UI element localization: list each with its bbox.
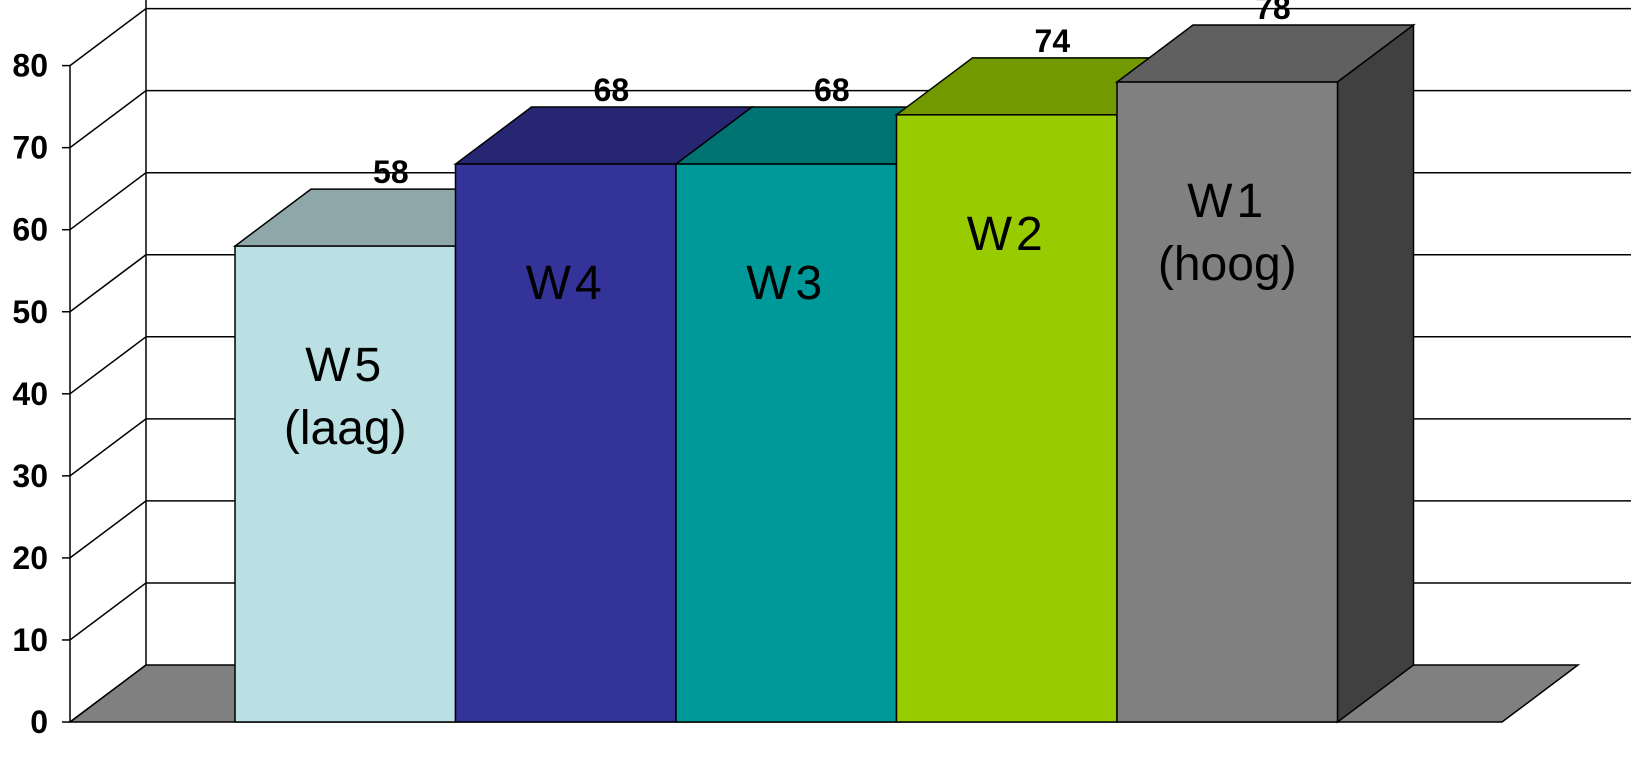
y-tick-label: 60 (12, 212, 48, 248)
side-gridline (69, 336, 147, 395)
value-label: 58 (373, 154, 409, 190)
labels: 58 W5 (laag) 68 W4 68 W3 74 W2 78 W1 (hoog) (284, 0, 1297, 455)
value-label: 74 (1035, 23, 1071, 59)
bar (894, 57, 1196, 723)
bar-front (234, 245, 457, 723)
bar-front (454, 163, 677, 723)
bars (232, 23, 1416, 724)
y-tick-label: 0 (30, 704, 48, 740)
y-tick-label: 80 (12, 48, 48, 84)
bar-label: W3 (746, 257, 826, 310)
y-tick-label: 50 (12, 294, 48, 330)
value-label: 68 (594, 72, 630, 108)
y-tick-label: 30 (12, 458, 48, 494)
y-tick-label: 40 (12, 376, 48, 412)
bar (1114, 23, 1416, 724)
y-tick-label: 20 (12, 540, 48, 576)
side-gridline (69, 254, 147, 313)
side-gridline (69, 500, 147, 559)
side-gridline (69, 664, 147, 723)
value-label: 78 (1255, 0, 1291, 26)
bar-side (1336, 23, 1415, 724)
bar-label: (laag) (284, 402, 407, 455)
bar-label: W2 (967, 208, 1047, 261)
side-gridline (69, 90, 147, 149)
side-gridline (69, 172, 147, 231)
side-gridline (69, 418, 147, 477)
bar-label: W5 (305, 339, 385, 392)
bar (453, 106, 755, 723)
y-tick-label: 70 (12, 130, 48, 166)
bar-front (1116, 81, 1339, 723)
bar (673, 106, 975, 723)
bar-front (895, 114, 1118, 723)
bar-label: W1 (1187, 175, 1267, 228)
side-gridline (69, 8, 147, 67)
value-label: 68 (814, 72, 850, 108)
bar-label: W4 (526, 257, 606, 310)
side-gridline (69, 582, 147, 641)
y-tick-label: 10 (12, 622, 48, 658)
y-axis: 0 10 20 30 40 50 60 70 80 (12, 48, 71, 740)
bar-label: (hoog) (1158, 238, 1297, 291)
bar-front (675, 163, 898, 723)
